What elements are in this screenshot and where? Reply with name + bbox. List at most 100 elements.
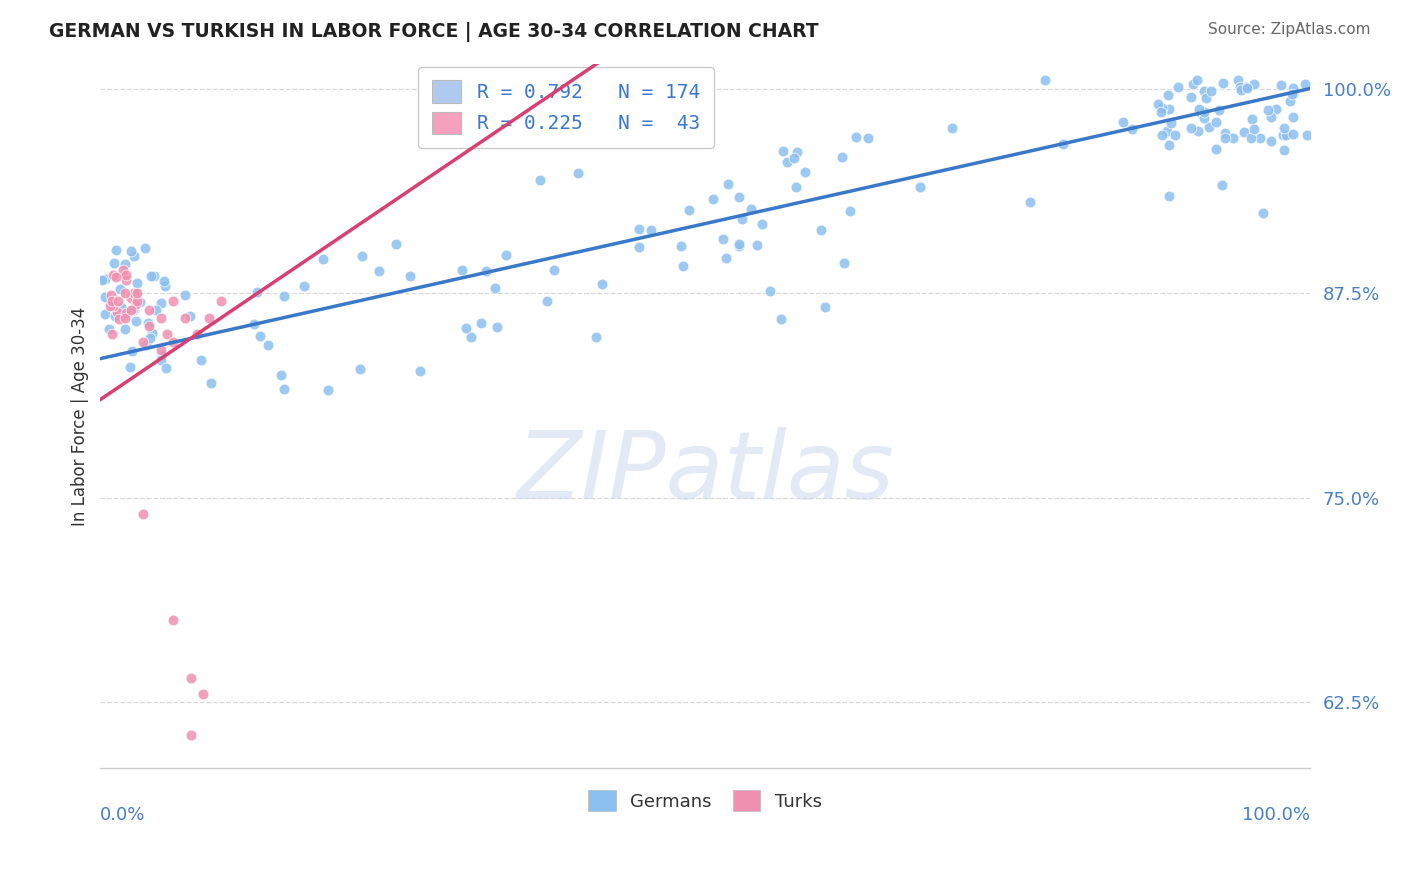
Point — [845, 130, 868, 145]
Point — [107, 309, 129, 323]
Point — [162, 294, 184, 309]
Point — [1157, 189, 1180, 203]
Point — [759, 284, 782, 298]
Point — [122, 301, 145, 316]
Point — [125, 286, 148, 301]
Point — [108, 282, 131, 296]
Point — [122, 303, 145, 318]
Point — [1243, 77, 1265, 91]
Point — [101, 268, 124, 282]
Point — [1271, 128, 1294, 142]
Point — [115, 268, 138, 282]
Point — [112, 262, 135, 277]
Point — [1226, 73, 1249, 87]
Point — [110, 300, 132, 314]
Point — [149, 310, 172, 325]
Point — [115, 273, 138, 287]
Point — [1194, 90, 1216, 104]
Point — [249, 329, 271, 343]
Point — [1198, 120, 1220, 134]
Point — [772, 144, 794, 158]
Text: 100.0%: 100.0% — [1241, 806, 1310, 824]
Point — [1234, 79, 1257, 94]
Point — [152, 274, 174, 288]
Point — [1121, 121, 1143, 136]
Point — [270, 368, 292, 382]
Point — [134, 241, 156, 255]
Point — [1211, 178, 1233, 193]
Point — [1167, 79, 1189, 94]
Text: 0.0%: 0.0% — [100, 806, 146, 824]
Point — [512, 81, 534, 95]
Point — [125, 276, 148, 290]
Point — [246, 285, 269, 299]
Point — [125, 297, 148, 311]
Point — [115, 306, 138, 320]
Point — [1260, 134, 1282, 148]
Point — [1260, 110, 1282, 124]
Point — [139, 331, 162, 345]
Point — [727, 239, 749, 253]
Point — [1188, 102, 1211, 116]
Point — [1249, 131, 1271, 145]
Point — [131, 507, 153, 521]
Point — [101, 327, 124, 342]
Point — [628, 240, 651, 254]
Point — [141, 268, 163, 283]
Point — [1240, 131, 1263, 145]
Point — [671, 238, 693, 252]
Point — [114, 308, 136, 322]
Point — [186, 327, 208, 342]
Point — [209, 294, 232, 309]
Point — [198, 310, 221, 325]
Point — [1180, 121, 1202, 136]
Point — [122, 248, 145, 262]
Point — [1180, 89, 1202, 103]
Point — [179, 309, 201, 323]
Text: GERMAN VS TURKISH IN LABOR FORCE | AGE 30-34 CORRELATION CHART: GERMAN VS TURKISH IN LABOR FORCE | AGE 3… — [49, 22, 818, 42]
Point — [155, 279, 177, 293]
Point — [104, 269, 127, 284]
Point — [1282, 87, 1305, 101]
Point — [1194, 105, 1216, 120]
Point — [141, 326, 163, 340]
Point — [1272, 143, 1295, 157]
Point — [191, 687, 214, 701]
Point — [1222, 130, 1244, 145]
Text: Source: ZipAtlas.com: Source: ZipAtlas.com — [1208, 22, 1371, 37]
Point — [316, 383, 339, 397]
Point — [129, 295, 152, 310]
Point — [1150, 104, 1173, 119]
Point — [98, 299, 121, 313]
Point — [640, 223, 662, 237]
Point — [1230, 83, 1253, 97]
Point — [1189, 105, 1212, 120]
Point — [1282, 127, 1305, 141]
Point — [740, 202, 762, 217]
Point — [731, 211, 754, 226]
Point — [103, 309, 125, 323]
Point — [121, 343, 143, 358]
Point — [702, 192, 724, 206]
Point — [1156, 124, 1178, 138]
Point — [131, 335, 153, 350]
Point — [150, 349, 173, 363]
Point — [155, 361, 177, 376]
Point — [1205, 142, 1227, 156]
Point — [122, 286, 145, 301]
Point — [1205, 115, 1227, 129]
Point — [125, 314, 148, 328]
Point — [831, 150, 853, 164]
Point — [470, 316, 492, 330]
Point — [1182, 77, 1205, 91]
Point — [114, 286, 136, 301]
Point — [350, 249, 373, 263]
Point — [460, 330, 482, 344]
Y-axis label: In Labor Force | Age 30-34: In Labor Force | Age 30-34 — [72, 306, 89, 525]
Point — [1251, 206, 1274, 220]
Point — [678, 202, 700, 217]
Point — [149, 295, 172, 310]
Point — [1157, 87, 1180, 102]
Point — [162, 614, 184, 628]
Point — [121, 244, 143, 258]
